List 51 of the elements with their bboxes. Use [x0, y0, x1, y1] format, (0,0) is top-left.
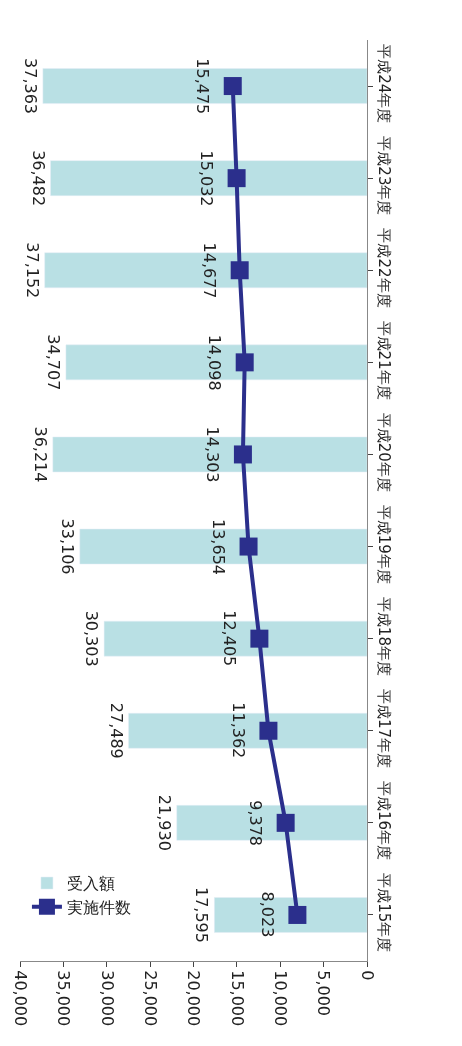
point [259, 721, 278, 740]
y-tick-label: 平成19年度 [375, 504, 393, 584]
x-tick-label: 5,000 [314, 970, 334, 1017]
point [235, 353, 254, 372]
x-tick-label: 35,000 [54, 970, 74, 1027]
y-tick-label: 平成20年度 [375, 412, 393, 492]
y-tick-label: 平成16年度 [375, 781, 393, 861]
point [233, 445, 252, 464]
data-label: 21,930 [154, 794, 174, 851]
data-label: 37,152 [22, 242, 42, 299]
data-label: 12,405 [220, 610, 240, 667]
x-tick-label: 40,000 [10, 970, 30, 1027]
data-label: 11,362 [229, 702, 249, 759]
y-tick-label: 平成18年度 [375, 596, 393, 676]
point [223, 77, 242, 96]
data-label: 37,363 [20, 58, 40, 115]
data-label: 15,032 [196, 150, 216, 207]
data-label: 9,378 [246, 800, 266, 847]
y-tick-label: 平成17年度 [375, 688, 393, 769]
data-label: 30,303 [82, 610, 102, 667]
data-label: 8,023 [258, 891, 278, 938]
data-label: 33,106 [57, 518, 77, 575]
point [250, 629, 269, 648]
data-label: 14,303 [203, 426, 223, 483]
x-tick-label: 15,000 [227, 970, 247, 1027]
x-tick-label: 25,000 [140, 970, 160, 1027]
x-tick-label: 30,000 [97, 970, 117, 1027]
data-label: 27,489 [106, 702, 126, 759]
data-label: 14,098 [205, 334, 225, 391]
data-label: 36,482 [28, 150, 48, 207]
data-label: 17,595 [192, 886, 212, 943]
data-label: 14,677 [199, 242, 219, 299]
point [230, 261, 249, 280]
y-tick-label: 平成22年度 [375, 228, 393, 308]
y-tick-label: 平成15年度 [375, 873, 393, 953]
x-tick-label: 10,000 [271, 970, 291, 1027]
point [239, 537, 258, 556]
point [227, 169, 246, 188]
point [276, 813, 295, 832]
point [288, 905, 307, 924]
y-tick-label: 平成21年度 [375, 320, 393, 400]
legend-label: 受入額 [66, 874, 115, 894]
data-label: 34,707 [43, 334, 63, 391]
y-tick-label: 平成24年度 [375, 44, 393, 124]
x-tick-label: 0 [357, 970, 377, 981]
x-tick-label: 20,000 [184, 970, 204, 1027]
data-label: 15,475 [192, 58, 212, 115]
data-label: 13,654 [209, 519, 229, 575]
data-label: 36,214 [30, 426, 50, 483]
y-tick-label: 平成23年度 [375, 136, 393, 216]
legend-label: 実施件数 [66, 898, 131, 918]
